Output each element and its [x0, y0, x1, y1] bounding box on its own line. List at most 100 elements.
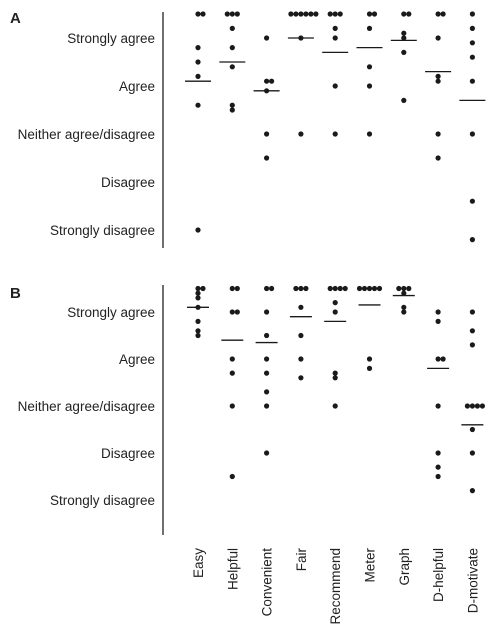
data-point	[200, 285, 206, 292]
data-point	[435, 309, 441, 315]
data-point	[298, 332, 304, 339]
data-point	[195, 332, 201, 339]
data-point	[332, 25, 338, 31]
data-point	[479, 403, 485, 409]
data-point	[224, 11, 230, 17]
data-point	[469, 488, 475, 494]
data-point	[361, 285, 368, 292]
data-point	[469, 342, 475, 348]
data-point	[264, 155, 270, 161]
data-point	[264, 332, 270, 339]
x-tick-label: Recommend	[328, 548, 343, 625]
data-point	[313, 11, 319, 17]
data-point	[366, 25, 373, 31]
data-point	[234, 285, 240, 292]
data-point	[264, 309, 270, 315]
data-point	[401, 11, 407, 17]
x-tick-label: D-motivate	[465, 548, 480, 613]
panel-b-plot: Strongly agree Agree Neither agree/disagre…	[18, 285, 485, 535]
y-tick-label: Strongly disagree	[50, 223, 155, 238]
data-point	[288, 11, 294, 17]
data-point	[440, 11, 446, 17]
data-point	[435, 155, 441, 161]
data-point	[229, 473, 235, 480]
data-point	[195, 328, 201, 334]
data-point	[366, 64, 373, 70]
y-tick-label: Disagree	[101, 175, 155, 190]
data-point	[229, 107, 235, 113]
data-point	[332, 285, 338, 292]
x-tick-label: Helpful	[225, 548, 240, 590]
data-point	[440, 356, 446, 362]
y-tick-label: Agree	[119, 352, 155, 367]
y-tick-label: Neither agree/disagree	[18, 399, 155, 414]
data-point	[474, 403, 480, 409]
data-point	[401, 30, 407, 36]
data-point	[195, 11, 201, 17]
data-point	[303, 11, 309, 17]
data-point	[332, 35, 338, 41]
data-point	[342, 285, 348, 292]
data-point	[332, 131, 338, 137]
data-point	[356, 285, 363, 292]
data-point	[269, 78, 275, 84]
data-point	[293, 11, 299, 17]
data-point	[229, 356, 235, 362]
data-point	[401, 290, 407, 296]
data-point	[337, 11, 343, 17]
x-tick-label: D-helpful	[431, 548, 446, 602]
data-point	[298, 304, 304, 310]
data-point	[229, 285, 235, 292]
data-point	[298, 131, 304, 137]
data-point	[229, 45, 235, 51]
data-point	[327, 11, 333, 17]
data-point	[327, 285, 333, 292]
data-point	[195, 318, 201, 324]
data-point	[264, 356, 270, 362]
data-point	[264, 370, 270, 376]
data-point	[366, 83, 373, 89]
data-point	[195, 285, 201, 292]
data-point	[376, 285, 383, 292]
data-point	[229, 25, 235, 31]
data-point	[195, 102, 201, 108]
data-point	[401, 49, 407, 56]
data-point	[396, 285, 402, 292]
data-point	[406, 11, 412, 17]
data-point	[469, 40, 475, 46]
data-point	[435, 464, 441, 470]
data-point	[332, 403, 338, 409]
data-point	[366, 131, 373, 137]
data-point	[298, 11, 304, 17]
data-point	[195, 45, 201, 51]
data-point	[469, 328, 475, 334]
data-point	[401, 35, 407, 41]
data-point	[406, 285, 412, 292]
data-point	[469, 450, 475, 456]
data-point	[195, 227, 201, 233]
data-point	[401, 285, 407, 292]
x-tick-label: Convenient	[260, 548, 275, 617]
data-point	[264, 450, 270, 456]
data-point	[469, 25, 475, 31]
data-point	[264, 389, 270, 395]
x-axis-category-labels: Easy Helpful Convenient Fair Recommend Meter G…	[191, 547, 480, 624]
y-tick-label: Strongly agree	[67, 31, 155, 46]
data-point	[229, 403, 235, 409]
data-point	[337, 285, 343, 292]
data-point	[371, 285, 378, 292]
x-tick-label: Fair	[294, 547, 309, 571]
data-point	[371, 11, 378, 17]
data-point	[332, 375, 338, 381]
data-point	[332, 370, 338, 376]
data-point	[332, 300, 338, 306]
data-point	[269, 285, 275, 292]
panel-b-label: B	[10, 285, 21, 302]
data-point	[435, 78, 441, 84]
data-point	[401, 97, 407, 103]
data-point	[435, 35, 441, 41]
data-point	[298, 375, 304, 381]
data-point	[195, 59, 201, 65]
data-point	[298, 356, 304, 362]
data-point	[435, 356, 441, 362]
